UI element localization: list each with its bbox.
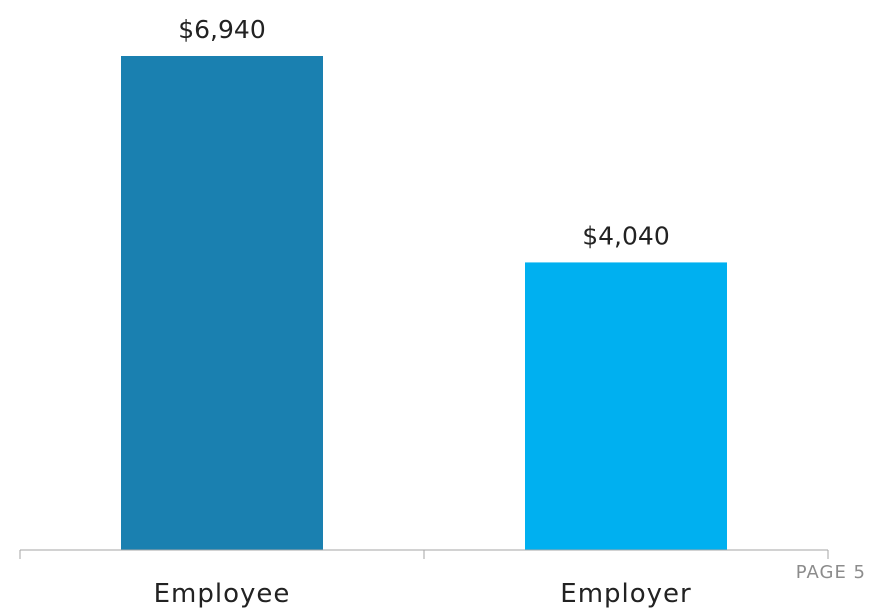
x-tick-label-employee: Employee xyxy=(154,579,291,609)
data-label-employee: $6,940 xyxy=(178,15,265,44)
x-tick-label-employer: Employer xyxy=(560,579,691,609)
bar-employee xyxy=(121,56,323,550)
value-labels: $6,940 $4,040 xyxy=(178,15,669,250)
page-number: PAGE 5 xyxy=(795,562,866,583)
bar-employer xyxy=(525,262,727,550)
x-axis xyxy=(19,549,829,559)
data-label-employer: $4,040 xyxy=(582,221,669,250)
category-labels: Employee Employer xyxy=(154,579,691,609)
bars xyxy=(121,56,727,550)
